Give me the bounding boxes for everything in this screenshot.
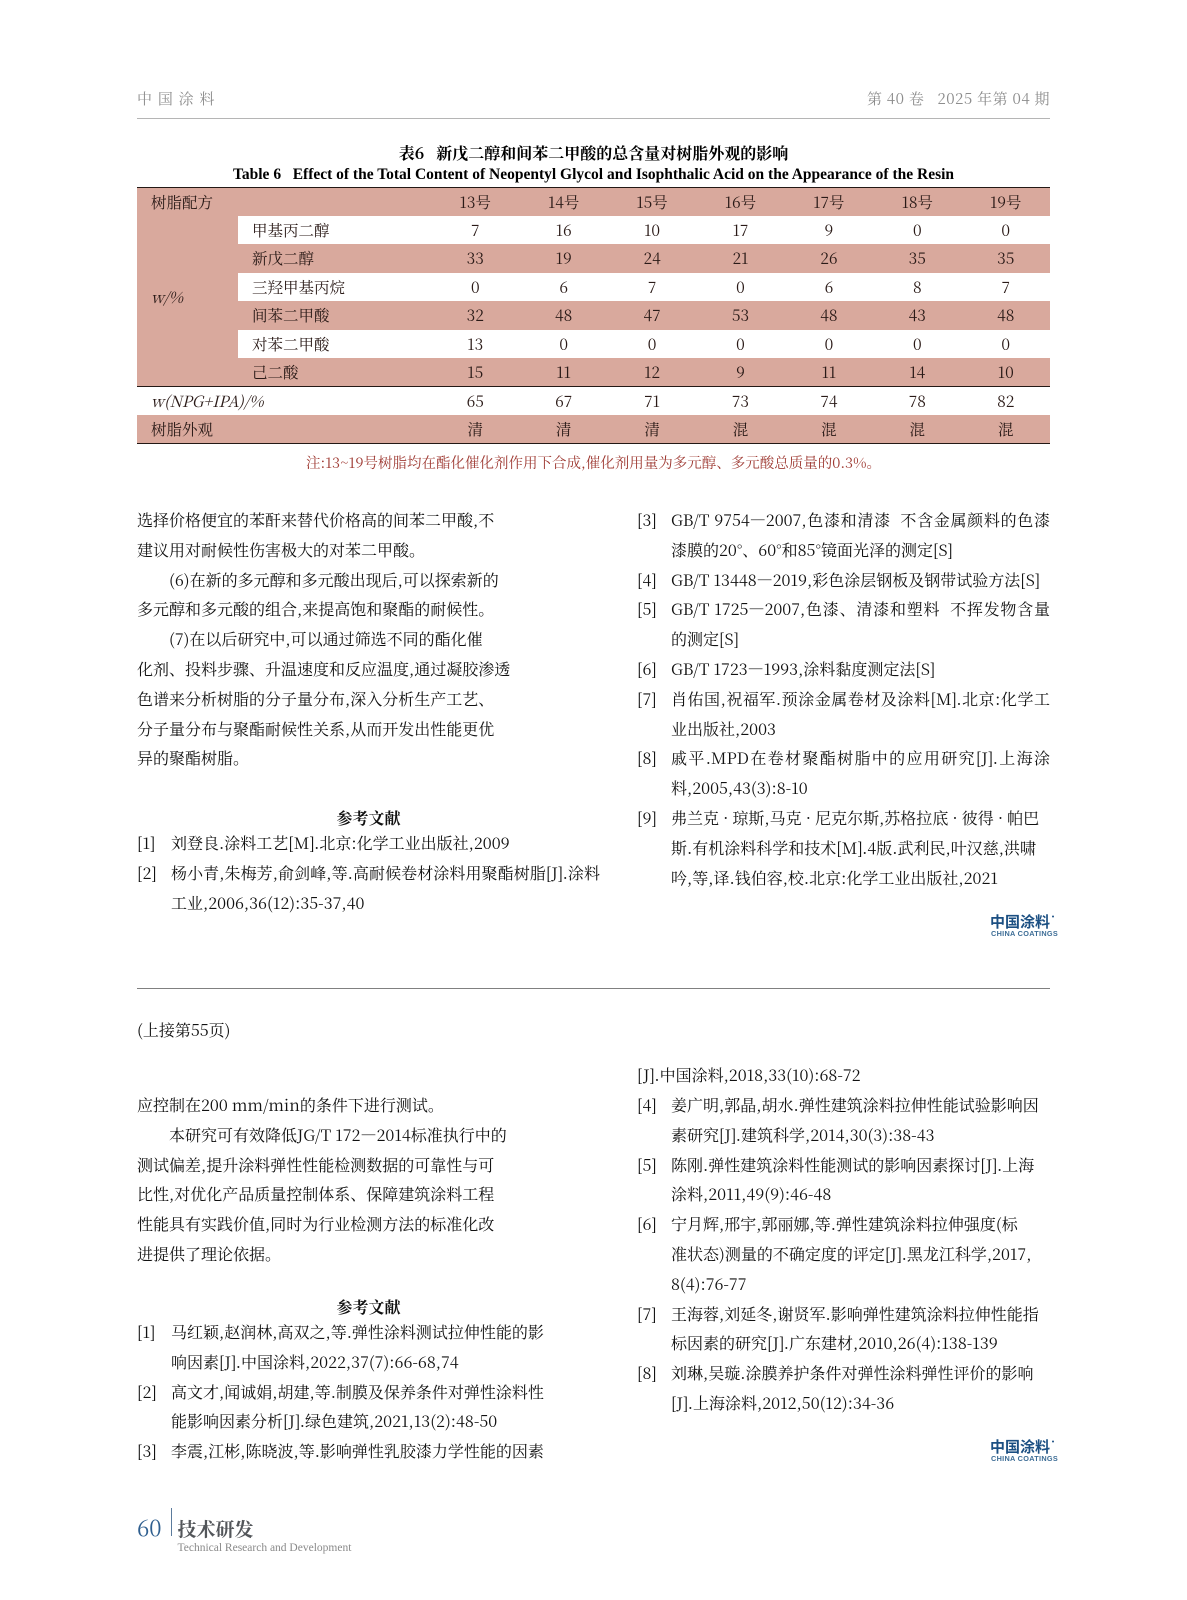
svg-text:CHINA COATINGS: CHINA COATINGS: [991, 1454, 1058, 1463]
svg-text:CHINA COATINGS: CHINA COATINGS: [991, 929, 1058, 938]
